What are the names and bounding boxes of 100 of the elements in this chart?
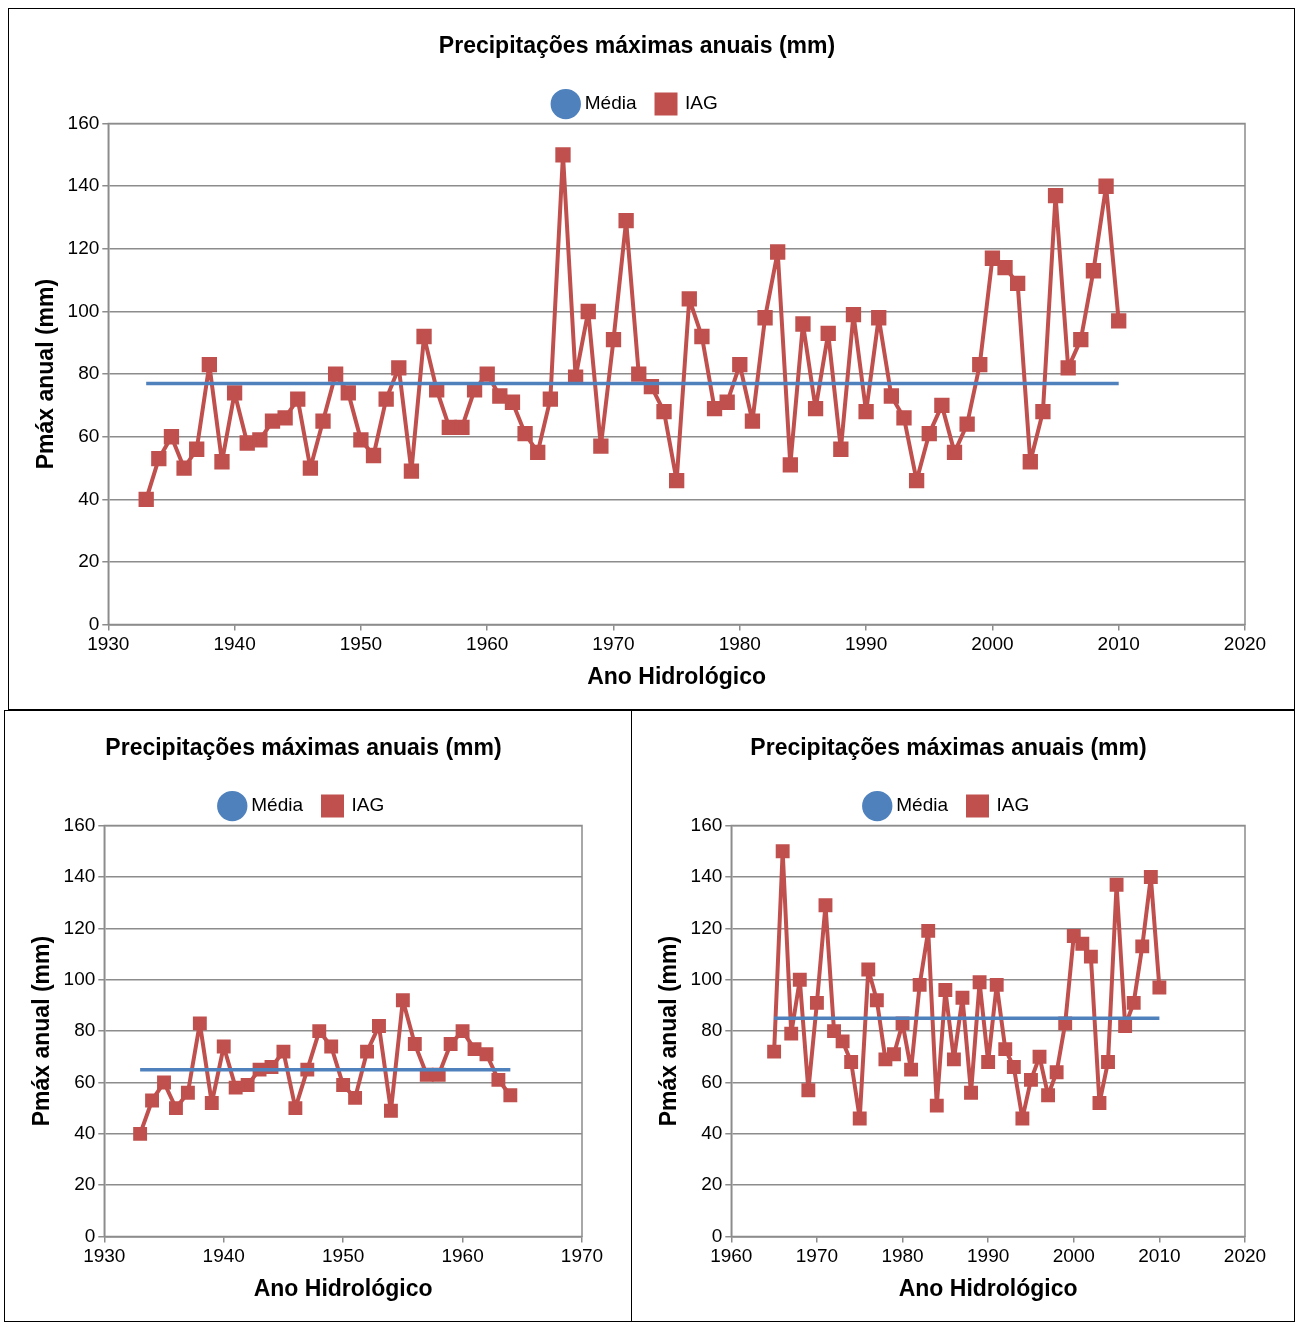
point <box>904 1062 919 1077</box>
point <box>1049 1065 1064 1080</box>
x-axis-title: Ano Hidrológico <box>587 662 767 689</box>
x-tick-label: 2010 <box>1097 633 1140 655</box>
y-axis-title: Pmáx anual (mm) <box>28 935 55 1127</box>
x-tick-label: 1960 <box>466 633 509 655</box>
point <box>946 1052 961 1067</box>
point <box>228 1080 243 1095</box>
point <box>989 977 1004 992</box>
x-tick-label: 1980 <box>881 1245 924 1267</box>
point <box>861 962 876 977</box>
point <box>1118 1019 1133 1033</box>
point <box>145 1093 160 1108</box>
point <box>972 975 987 990</box>
y-tick-label: 40 <box>701 1122 723 1144</box>
legend-label: IAG <box>351 794 385 816</box>
point <box>1152 980 1167 995</box>
point <box>479 1047 494 1062</box>
point <box>192 1016 207 1031</box>
point <box>276 1044 291 1059</box>
y-tick-label: 0 <box>84 1224 96 1246</box>
x-tick-label: 1980 <box>718 633 761 655</box>
x-tick-label: 2020 <box>1223 633 1267 655</box>
y-tick-label: 160 <box>67 111 100 133</box>
y-tick-label: 120 <box>690 916 723 938</box>
point <box>443 1036 458 1051</box>
point <box>288 1101 303 1116</box>
point <box>767 1044 782 1059</box>
point <box>938 983 953 997</box>
y-tick-label: 60 <box>78 424 100 446</box>
x-tick-label: 1940 <box>202 1245 245 1267</box>
y-tick-label: 40 <box>74 1122 96 1144</box>
point <box>407 1036 422 1051</box>
x-tick-label: 1960 <box>710 1245 753 1267</box>
legend-label: Média <box>896 794 949 816</box>
point <box>348 1090 363 1105</box>
y-tick-label: 160 <box>63 813 96 835</box>
x-tick-label: 1970 <box>592 633 635 655</box>
point <box>395 993 410 1008</box>
y-tick-label: 0 <box>88 612 100 634</box>
x-tick-label: 1970 <box>795 1245 839 1267</box>
x-tick-label: 1930 <box>87 633 130 655</box>
y-axis-title: Pmáx anual (mm) <box>655 935 682 1127</box>
point <box>467 1042 482 1057</box>
point <box>157 1075 171 1090</box>
point <box>169 1101 183 1116</box>
point <box>869 993 884 1008</box>
y-axis-title: Pmáx anual (mm) <box>32 278 59 470</box>
legend-label: Média <box>251 794 304 816</box>
point <box>336 1078 351 1092</box>
x-tick-label: 2000 <box>971 633 1014 655</box>
x-tick-label: 1930 <box>83 1245 126 1267</box>
x-tick-label: 1950 <box>339 633 383 655</box>
point <box>1075 936 1090 951</box>
point <box>1092 1096 1107 1110</box>
x-axis-title: Ano Hidrológico <box>253 1274 433 1301</box>
x-tick-label: 1960 <box>441 1245 484 1267</box>
point <box>372 1019 386 1033</box>
point <box>775 844 790 859</box>
y-tick-label: 20 <box>701 1173 723 1195</box>
x-tick-label: 1950 <box>322 1245 365 1267</box>
point <box>1032 1049 1047 1064</box>
point <box>503 1088 518 1103</box>
chart-title: Precipitações máximas anuais (mm) <box>750 734 1147 761</box>
point <box>998 1042 1013 1057</box>
point <box>955 990 970 1005</box>
y-tick-label: 140 <box>690 865 723 887</box>
chart-title: Precipitações máximas anuais (mm) <box>105 734 502 761</box>
y-tick-label: 100 <box>63 967 96 989</box>
point <box>844 1054 859 1069</box>
point <box>835 1034 850 1049</box>
y-tick-label: 0 <box>711 1224 723 1246</box>
point <box>792 972 807 987</box>
y-tick-label: 80 <box>78 362 100 384</box>
point <box>1135 939 1150 954</box>
y-tick-label: 20 <box>74 1173 96 1195</box>
point <box>801 1083 816 1098</box>
point <box>1126 995 1141 1010</box>
point <box>455 1024 470 1039</box>
y-tick-label: 20 <box>78 550 100 572</box>
chart-title: Precipitações máximas anuais (mm) <box>438 32 836 59</box>
y-tick-label: 60 <box>74 1070 96 1092</box>
point <box>784 1026 799 1041</box>
x-tick-label: 1970 <box>560 1245 604 1267</box>
x-tick-label: 2000 <box>1052 1245 1095 1267</box>
y-tick-label: 160 <box>690 813 723 835</box>
point <box>1006 1060 1021 1075</box>
point <box>929 1098 944 1113</box>
point <box>133 1126 148 1141</box>
x-tick-label: 2020 <box>1223 1245 1267 1267</box>
point <box>981 1054 996 1069</box>
point <box>1143 870 1158 884</box>
point <box>818 898 833 913</box>
point <box>383 1103 398 1118</box>
point <box>360 1044 374 1059</box>
point <box>324 1039 339 1054</box>
x-tick-label: 1990 <box>844 633 888 655</box>
point <box>1109 877 1124 892</box>
point <box>491 1072 506 1087</box>
y-tick-label: 80 <box>74 1019 96 1041</box>
